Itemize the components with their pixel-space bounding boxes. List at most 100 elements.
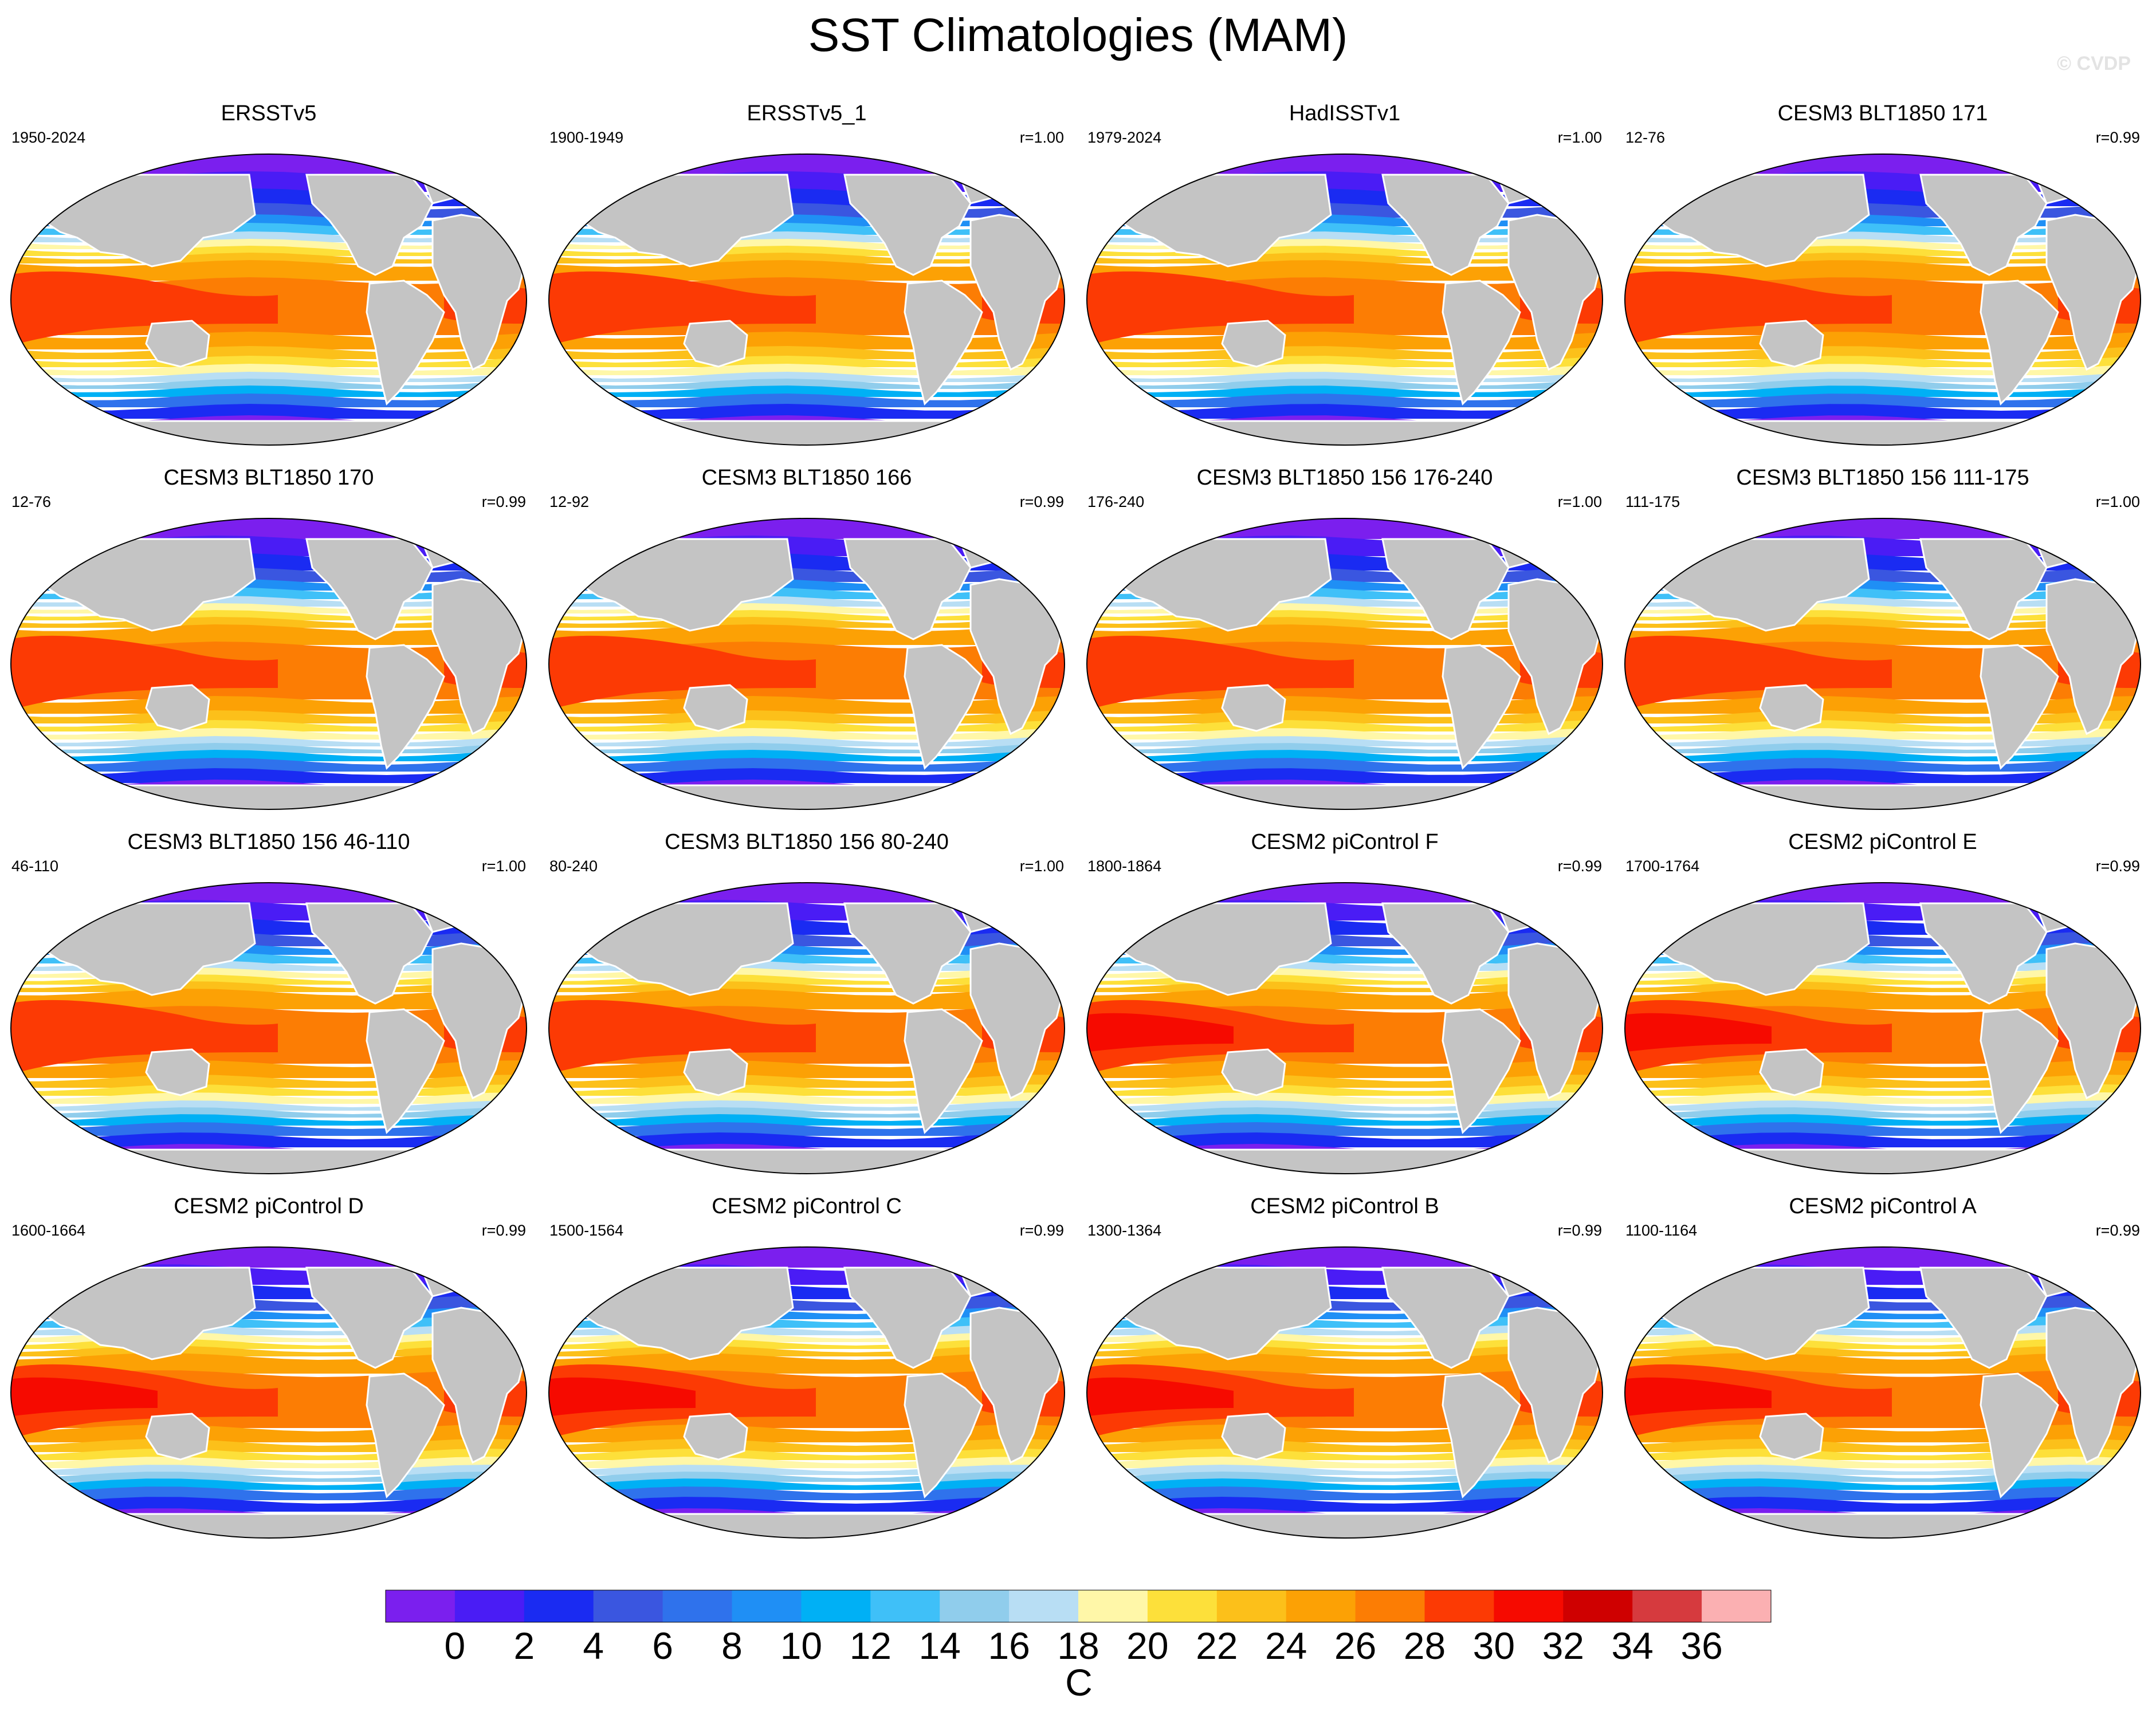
colorbar-segment: [732, 1590, 802, 1622]
colorbar-tick-label: 10: [780, 1624, 823, 1667]
sst-map: [1624, 518, 2141, 810]
colorbar-units: C: [1065, 1661, 1093, 1704]
panel-title: HadISSTv1: [1289, 101, 1401, 125]
colorbar-tick-label: 6: [652, 1624, 673, 1667]
panel-correlation: r=1.00: [1557, 493, 1602, 510]
panel-correlation: r=0.99: [481, 1222, 526, 1239]
panel-title: CESM2 piControl F: [1251, 830, 1439, 854]
panel-period: 1800-1864: [1087, 858, 1162, 875]
map-panel: CESM2 piControl E 1700-1764 r=0.99: [1614, 829, 2151, 1184]
sst-map: [1086, 882, 1603, 1174]
map-panel: CESM2 piControl F 1800-1864 r=0.99: [1076, 829, 1613, 1184]
colorbar-frame: [385, 1590, 1772, 1623]
colorbar-tick-label: 30: [1472, 1624, 1515, 1667]
sst-map: [10, 1246, 527, 1539]
colorbar-tick-label: 16: [988, 1624, 1030, 1667]
panel-title: CESM3 BLT1850 171: [1777, 101, 1988, 125]
colorbar-segment: [940, 1590, 1010, 1622]
map-panel: CESM3 BLT1850 156 176-240 176-240 r=1.00: [1076, 465, 1613, 820]
panel-title: ERSSTv5: [221, 101, 317, 125]
colorbar-segment: [1078, 1590, 1148, 1622]
colorbar-tick-label: 4: [583, 1624, 604, 1667]
sst-map: [10, 882, 527, 1174]
colorbar-tick-label: 0: [444, 1624, 466, 1667]
panel-period: 46-110: [11, 858, 59, 875]
colorbar-segment: [1424, 1590, 1494, 1622]
colorbar-tick-label: 14: [918, 1624, 961, 1667]
sst-map: [10, 518, 527, 810]
colorbar-tick-label: 28: [1403, 1624, 1446, 1667]
map-panel: CESM3 BLT1850 156 46-110 46-110 r=1.00: [0, 829, 537, 1184]
panel-title: CESM3 BLT1850 156 80-240: [665, 830, 949, 854]
panel-correlation: r=0.99: [2095, 129, 2140, 146]
panel-correlation: r=1.00: [1019, 858, 1064, 875]
panel-period: 1500-1564: [549, 1222, 624, 1239]
colorbar-segment: [1216, 1590, 1287, 1622]
colorbar-tick-label: 32: [1542, 1624, 1584, 1667]
colorbar-segment: [1563, 1590, 1633, 1622]
panel-title: CESM2 piControl A: [1789, 1194, 1977, 1218]
panel-period: 111-175: [1625, 493, 1680, 510]
panel-correlation: r=0.99: [1019, 493, 1064, 510]
colorbar-segment: [593, 1590, 663, 1622]
sst-map: [1624, 154, 2141, 446]
colorbar-segment: [801, 1590, 871, 1622]
colorbar-segment: [1147, 1590, 1218, 1622]
map-panel: CESM3 BLT1850 170 12-76 r=0.99: [0, 465, 537, 820]
map-panel: CESM2 piControl A 1100-1164 r=0.99: [1614, 1193, 2151, 1548]
sst-map: [548, 882, 1065, 1174]
panel-title: CESM2 piControl E: [1788, 830, 1977, 854]
colorbar-segment: [662, 1590, 732, 1622]
sst-map: [548, 518, 1065, 810]
panel-period: 1300-1364: [1087, 1222, 1162, 1239]
panel-period: 12-76: [11, 493, 52, 510]
panel-correlation: r=1.00: [2095, 493, 2140, 510]
colorbar-segment: [1286, 1590, 1356, 1622]
colorbar-segment: [870, 1590, 940, 1622]
map-panel: CESM3 BLT1850 156 111-175 111-175 r=1.00: [1614, 465, 2151, 820]
sst-map: [1086, 518, 1603, 810]
colorbar-segment: [1355, 1590, 1425, 1622]
panel-period: 12-76: [1625, 129, 1666, 146]
panel-correlation: r=1.00: [1019, 129, 1064, 146]
panel-title: ERSSTv5_1: [747, 101, 867, 125]
colorbar-segment: [1702, 1590, 1772, 1622]
panel-period: 1950-2024: [11, 129, 86, 146]
sst-map: [548, 154, 1065, 446]
panel-title: CESM3 BLT1850 156 111-175: [1736, 466, 2029, 490]
figure-title: SST Climatologies (MAM): [808, 9, 1348, 61]
colorbar-tick-label: 2: [513, 1624, 535, 1667]
panel-period: 1900-1949: [549, 129, 624, 146]
sst-map: [1624, 1246, 2141, 1539]
colorbar-tick-label: 22: [1196, 1624, 1238, 1667]
colorbar-tick-label: 36: [1680, 1624, 1723, 1667]
panel-period: 1979-2024: [1087, 129, 1162, 146]
map-panel: CESM2 piControl B 1300-1364 r=0.99: [1076, 1193, 1613, 1548]
map-panel: ERSSTv5 1950-2024: [0, 100, 537, 455]
panel-title: CESM3 BLT1850 166: [701, 466, 912, 490]
colorbar-tick-label: 12: [849, 1624, 892, 1667]
panel-title: CESM2 piControl C: [712, 1194, 902, 1218]
panel-title: CESM2 piControl B: [1250, 1194, 1439, 1218]
panel-period: 1600-1664: [11, 1222, 86, 1239]
panel-correlation: r=0.99: [2095, 1222, 2140, 1239]
panel-period: 1700-1764: [1625, 858, 1700, 875]
colorbar-tick-label: 34: [1611, 1624, 1654, 1667]
sst-map: [1086, 1246, 1603, 1539]
colorbar-segment: [386, 1590, 455, 1622]
map-panel: CESM3 BLT1850 166 12-92 r=0.99: [538, 465, 1075, 820]
watermark: © CVDP: [2057, 53, 2131, 74]
map-panel: CESM2 piControl D 1600-1664 r=0.99: [0, 1193, 537, 1548]
panel-title: CESM2 piControl D: [174, 1194, 364, 1218]
colorbar-tick-label: 20: [1126, 1624, 1169, 1667]
map-panel: CESM3 BLT1850 171 12-76 r=0.99: [1614, 100, 2151, 455]
colorbar-tick-label: 18: [1057, 1624, 1099, 1667]
map-panel: ERSSTv5_1 1900-1949 r=1.00: [538, 100, 1075, 455]
colorbar-segment: [1494, 1590, 1564, 1622]
panel-correlation: r=0.99: [1557, 858, 1602, 875]
colorbar-segment: [1632, 1590, 1702, 1622]
map-panel: HadISSTv1 1979-2024 r=1.00: [1076, 100, 1613, 455]
colorbar-tick-label: 24: [1264, 1624, 1307, 1667]
panel-correlation: r=1.00: [1557, 129, 1602, 146]
panel-correlation: r=0.99: [2095, 858, 2140, 875]
